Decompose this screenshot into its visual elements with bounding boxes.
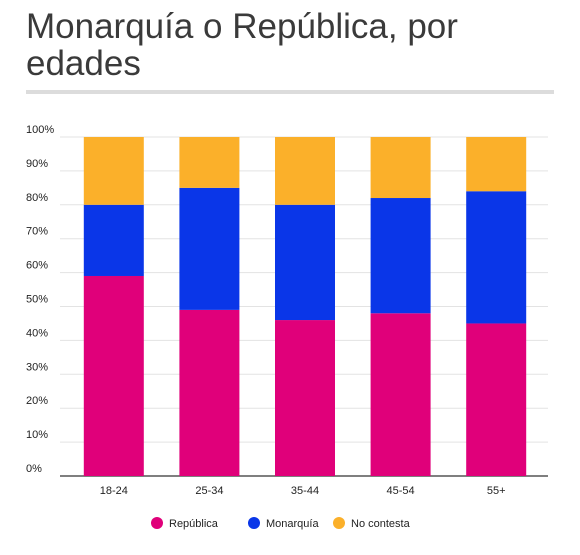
legend-label: No contesta: [351, 518, 411, 530]
bar-segment: [179, 309, 240, 476]
y-tick-label: 10%: [26, 429, 48, 441]
x-axis-labels: 18-24 25-34 35-44 45-54 55+: [100, 485, 506, 497]
bar-segment: [466, 323, 527, 476]
bar-segment: [466, 191, 527, 324]
y-tick-label: 20%: [26, 395, 48, 407]
bar-segment: [466, 137, 527, 192]
y-tick-label: 0%: [26, 463, 42, 475]
title-divider: [26, 90, 554, 94]
bar-segment: [83, 137, 144, 205]
chart-title: Monarquía o República, por edades: [26, 7, 458, 83]
legend-swatch: [151, 517, 163, 529]
bar-segment: [179, 187, 240, 310]
legend-swatch: [248, 517, 260, 529]
x-tick-label: 35-44: [291, 485, 319, 497]
bar-segment: [370, 137, 431, 199]
y-tick-label: 60%: [26, 260, 48, 272]
y-tick-label: 70%: [26, 226, 48, 238]
bar-segment: [83, 275, 144, 476]
legend-label: Monarquía: [266, 518, 319, 530]
legend-swatch: [333, 517, 345, 529]
bars: [83, 137, 527, 476]
y-tick-label: 100%: [26, 124, 54, 136]
y-tick-label: 80%: [26, 192, 48, 204]
bar-segment: [275, 137, 335, 205]
bar-segment: [83, 204, 144, 276]
bar-segment: [275, 204, 335, 321]
y-tick-label: 50%: [26, 294, 48, 306]
y-tick-label: 30%: [26, 361, 48, 373]
bar-segment: [275, 320, 335, 476]
y-tick-label: 40%: [26, 327, 48, 339]
y-tick-label: 90%: [26, 158, 48, 170]
y-axis-labels: 0% 10% 20% 30% 40% 50% 60% 70% 80% 90% 100%: [26, 124, 54, 475]
bar-segment: [179, 137, 240, 188]
x-tick-label: 55+: [487, 485, 506, 497]
x-tick-label: 18-24: [100, 485, 128, 497]
legend-label: República: [169, 518, 219, 530]
legend: República Monarquía No contesta: [151, 517, 411, 530]
x-tick-label: 25-34: [195, 485, 223, 497]
bar-segment: [370, 198, 431, 314]
bar-segment: [370, 313, 431, 476]
x-tick-label: 45-54: [387, 485, 415, 497]
